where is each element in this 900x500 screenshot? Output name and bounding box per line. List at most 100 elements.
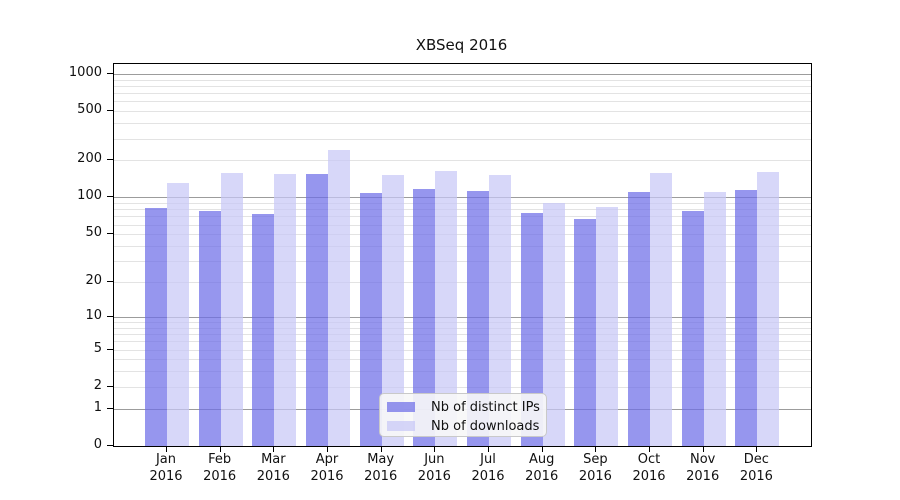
bar-downloads bbox=[274, 174, 297, 446]
bar-downloads bbox=[328, 149, 350, 446]
legend-item-ips: Nb of distinct IPs bbox=[380, 397, 540, 417]
bar-distinct-ips bbox=[413, 189, 436, 446]
month-label: Jul 2016 bbox=[471, 452, 505, 484]
y-gridline-minor bbox=[114, 386, 811, 388]
month-label: Apr 2016 bbox=[310, 452, 344, 484]
y-gridline-major bbox=[114, 197, 811, 199]
bar-distinct-ips bbox=[467, 190, 490, 446]
legend-item-downloads: Nb of downloads bbox=[380, 416, 539, 436]
bar-downloads bbox=[703, 192, 726, 446]
bar-downloads bbox=[542, 203, 565, 446]
month-label: Oct 2016 bbox=[632, 452, 666, 484]
bar-distinct-ips bbox=[145, 208, 167, 446]
month-label: Jun 2016 bbox=[417, 452, 451, 484]
y-gridline-minor bbox=[114, 371, 811, 373]
x-tick-mark bbox=[273, 446, 275, 452]
bar-distinct-ips bbox=[520, 212, 543, 446]
y-tick-label: 1 bbox=[93, 399, 102, 415]
x-tick-mark bbox=[380, 446, 382, 452]
x-tick-mark bbox=[166, 446, 167, 452]
y-tick-mark bbox=[107, 159, 114, 161]
y-tick-label: 50 bbox=[85, 225, 102, 241]
legend-swatch-ips bbox=[387, 402, 415, 412]
legend: Nb of distinct IPs Nb of downloads bbox=[379, 393, 547, 437]
y-gridline-minor bbox=[114, 322, 811, 323]
bar-downloads bbox=[220, 173, 243, 446]
y-tick-label: 200 bbox=[77, 151, 102, 167]
y-gridline-minor bbox=[114, 79, 811, 81]
y-gridline-minor bbox=[114, 101, 811, 103]
bar-downloads bbox=[489, 175, 512, 446]
month-label: Aug 2016 bbox=[525, 452, 559, 484]
y-tick-mark bbox=[107, 407, 114, 409]
bar-downloads bbox=[381, 174, 404, 446]
bar-distinct-ips bbox=[198, 211, 221, 446]
month-label: Dec 2016 bbox=[739, 452, 773, 484]
y-tick-mark bbox=[107, 315, 114, 317]
x-tick-mark bbox=[756, 446, 758, 452]
x-tick-mark bbox=[541, 446, 543, 452]
bar-distinct-ips bbox=[628, 191, 651, 446]
y-gridline-minor bbox=[114, 327, 811, 329]
y-gridline-minor bbox=[114, 160, 811, 162]
y-gridline-minor bbox=[114, 349, 811, 351]
y-tick-mark bbox=[107, 445, 114, 446]
y-tick-mark bbox=[107, 72, 114, 74]
y-tick-mark bbox=[107, 196, 114, 198]
y-gridline-major bbox=[114, 73, 811, 75]
y-gridline-major bbox=[114, 316, 811, 318]
y-tick-label: 2 bbox=[93, 377, 102, 393]
x-tick-mark bbox=[488, 446, 490, 452]
y-gridline-minor bbox=[114, 203, 811, 205]
y-gridline-minor bbox=[114, 246, 811, 248]
x-tick-mark bbox=[327, 446, 328, 452]
y-tick-mark bbox=[107, 110, 114, 112]
month-label: May 2016 bbox=[364, 452, 398, 484]
bar-downloads bbox=[650, 173, 673, 446]
plot-area: Nb of distinct IPs Nb of downloads bbox=[113, 63, 812, 447]
y-gridline-minor bbox=[114, 341, 811, 343]
y-gridline-minor bbox=[114, 282, 811, 284]
month-label: Mar 2016 bbox=[256, 452, 290, 484]
month-label: Jan 2016 bbox=[149, 452, 183, 484]
y-gridline-minor bbox=[114, 93, 811, 95]
bar-distinct-ips bbox=[681, 210, 704, 446]
x-tick-mark bbox=[219, 446, 221, 452]
chart-title: XBSeq 2016 bbox=[415, 36, 508, 54]
y-gridline-minor bbox=[114, 224, 811, 226]
y-tick-label: 100 bbox=[77, 188, 102, 204]
bar-downloads bbox=[596, 206, 619, 446]
bar-distinct-ips bbox=[306, 173, 328, 446]
y-tick-label: 0 bbox=[93, 437, 102, 452]
y-tick-mark bbox=[107, 385, 114, 387]
y-tick-mark bbox=[107, 281, 114, 283]
y-gridline-minor bbox=[114, 261, 811, 263]
legend-label: Nb of downloads bbox=[431, 418, 540, 434]
bar-distinct-ips bbox=[252, 213, 275, 446]
bar-downloads bbox=[167, 183, 189, 446]
y-tick-label: 10 bbox=[85, 307, 102, 323]
y-gridline-minor bbox=[114, 85, 811, 87]
y-tick-label: 500 bbox=[77, 102, 102, 118]
y-gridline-minor bbox=[114, 209, 811, 211]
month-label: Feb 2016 bbox=[203, 452, 237, 484]
bar-distinct-ips bbox=[574, 218, 597, 446]
y-tick-label: 1000 bbox=[68, 64, 102, 80]
x-tick-mark bbox=[702, 446, 704, 452]
y-gridline-minor bbox=[114, 123, 811, 125]
month-label: Sep 2016 bbox=[578, 452, 612, 484]
legend-label: Nb of distinct IPs bbox=[431, 399, 540, 415]
month-label: Nov 2016 bbox=[686, 452, 720, 484]
y-gridline-minor bbox=[114, 359, 811, 361]
y-gridline-minor bbox=[114, 111, 811, 113]
bar-distinct-ips bbox=[359, 192, 382, 446]
x-tick-mark bbox=[434, 446, 436, 452]
y-tick-label: 5 bbox=[93, 340, 102, 356]
y-gridline-minor bbox=[114, 334, 811, 336]
y-gridline-minor bbox=[114, 138, 811, 140]
y-gridline-minor bbox=[114, 234, 811, 236]
y-tick-label: 20 bbox=[85, 273, 102, 289]
y-gridline-minor bbox=[114, 216, 811, 218]
x-tick-mark bbox=[649, 446, 651, 452]
